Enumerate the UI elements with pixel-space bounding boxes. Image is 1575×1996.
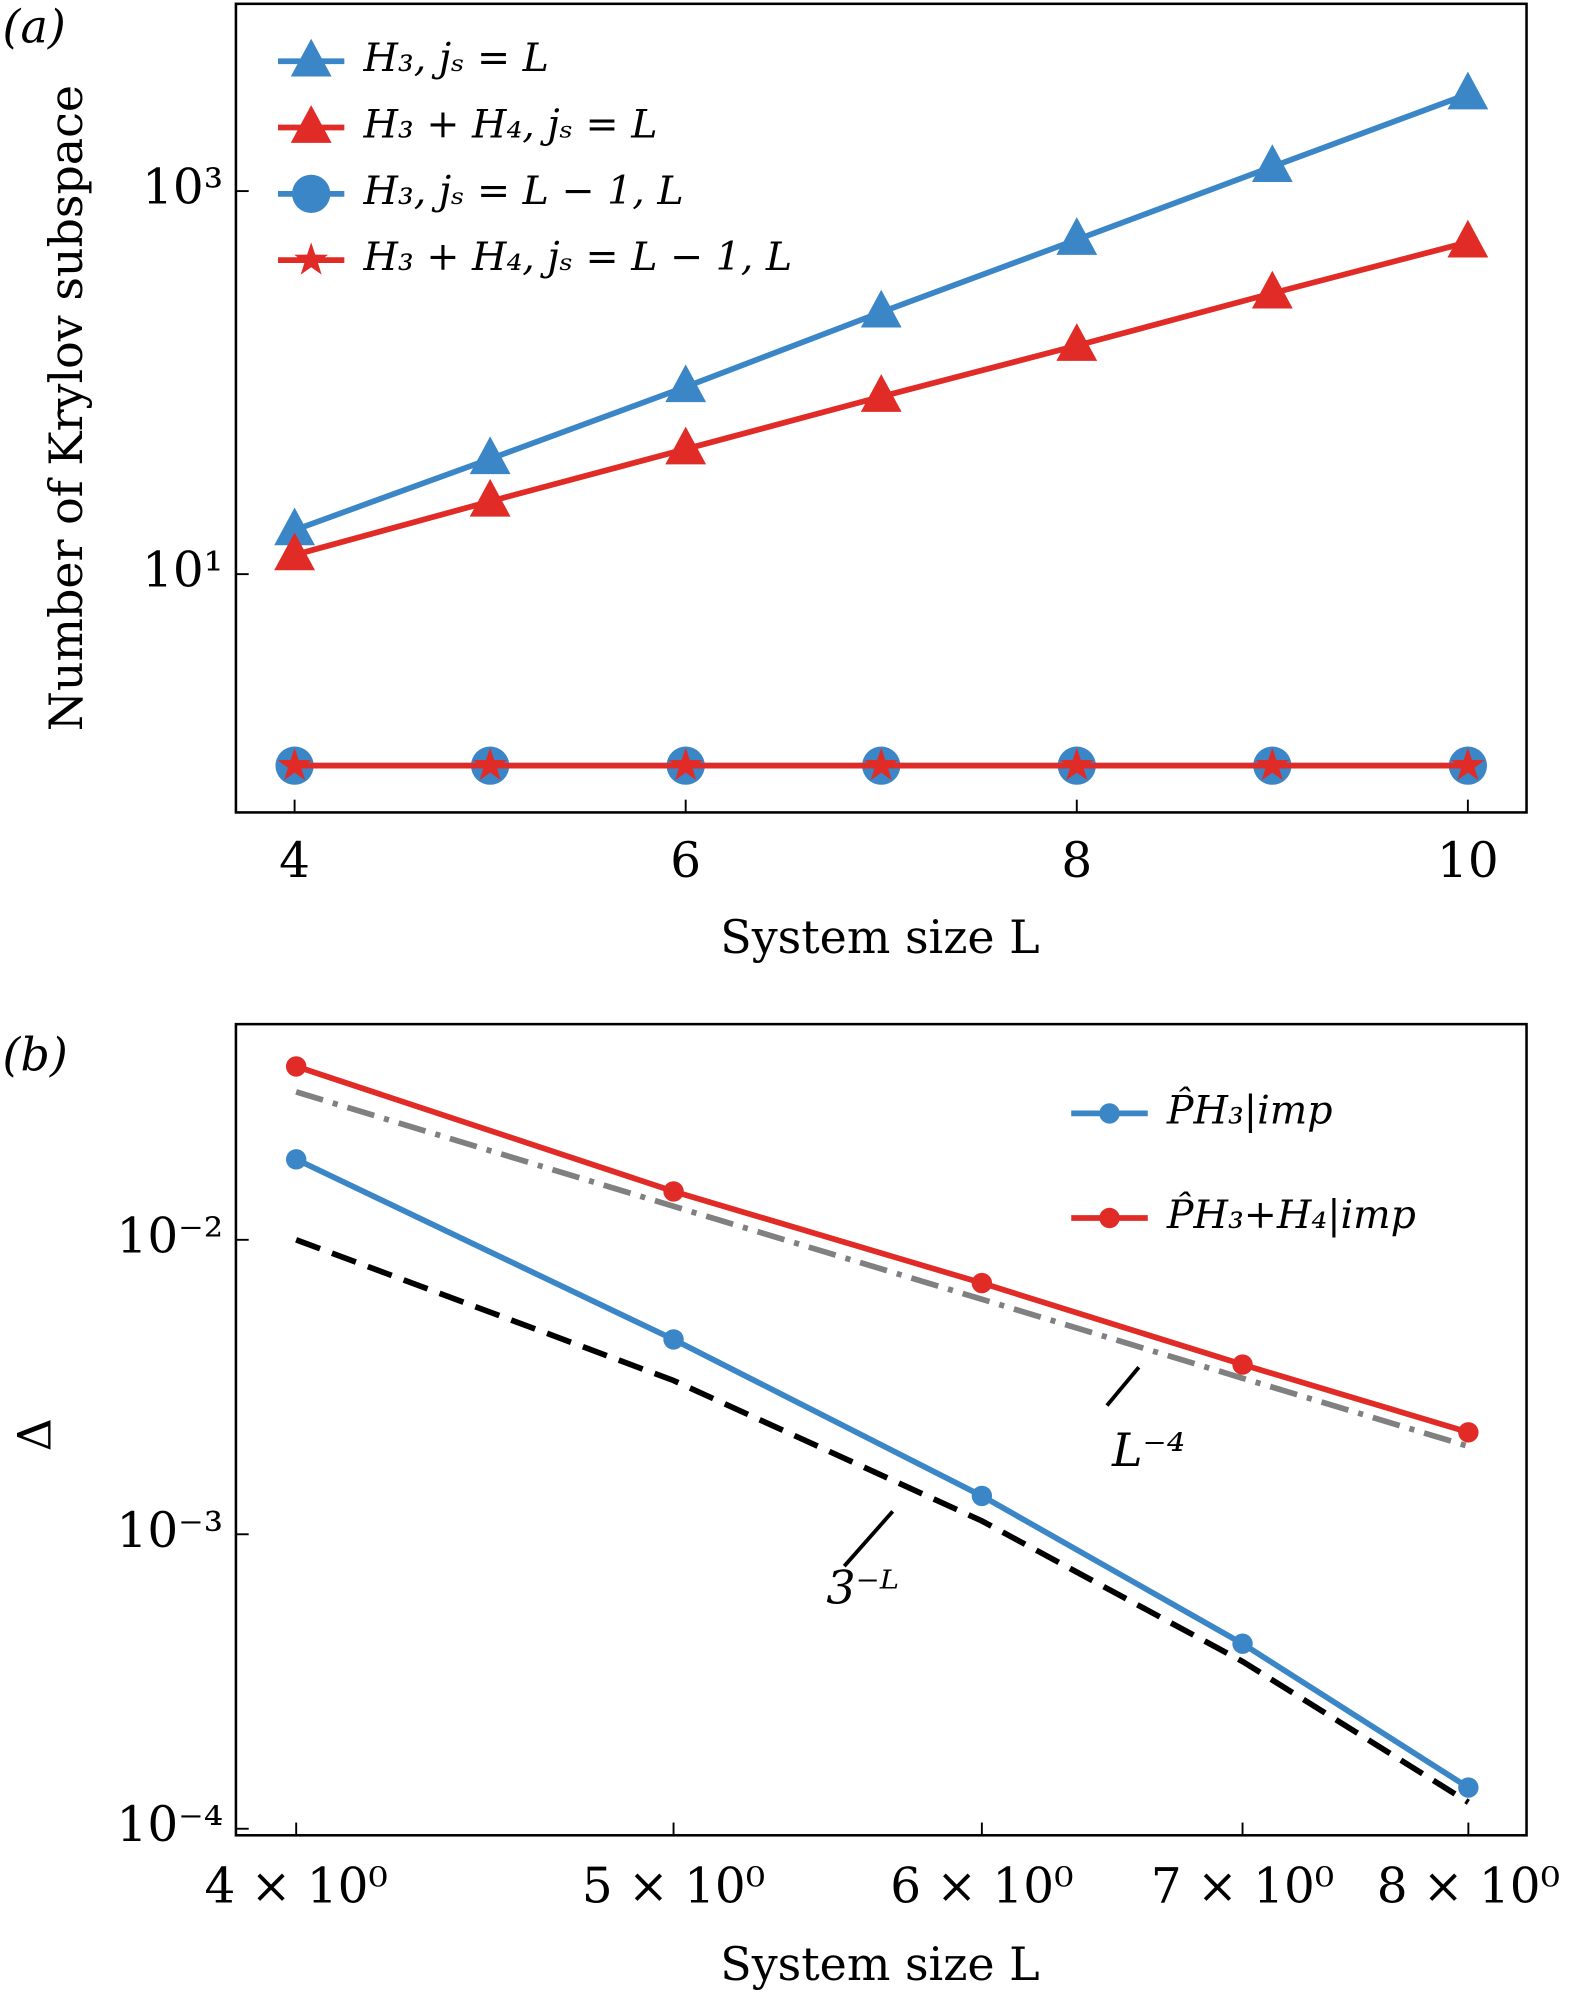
legend-label: H₃ + H₄, jₛ = L − 1, L	[362, 234, 792, 280]
marker	[1232, 1633, 1253, 1654]
marker	[1255, 747, 1290, 781]
marker	[473, 747, 508, 781]
marker	[864, 747, 899, 781]
marker	[971, 1485, 993, 1507]
guide-line	[295, 1237, 1470, 1805]
marker	[1099, 1207, 1120, 1229]
y-tick-label: 10¹	[142, 543, 223, 599]
marker	[469, 478, 511, 517]
marker	[1458, 1777, 1479, 1798]
x-tick-label: 4	[279, 833, 310, 889]
marker	[1251, 270, 1293, 309]
marker	[860, 289, 902, 328]
annotation: 3⁻ᴸ	[826, 1561, 899, 1615]
marker	[1232, 1354, 1253, 1375]
x-tick-label: 4 × 10⁰	[205, 1859, 388, 1915]
y-axis-label: Δ	[7, 1418, 61, 1451]
marker	[665, 364, 707, 403]
guide-line	[295, 1089, 1470, 1450]
axes-frame	[234, 1022, 1528, 1837]
marker	[292, 174, 331, 213]
x-tick-label: 8	[1061, 833, 1092, 889]
marker	[294, 242, 329, 275]
marker	[668, 747, 703, 781]
legend-label: H₃, jₛ = L	[362, 35, 548, 81]
marker	[1447, 71, 1489, 110]
x-axis-label: System size L	[720, 1937, 1039, 1991]
y-tick-label: 10⁻⁴	[117, 1797, 224, 1853]
axes-frame	[234, 2, 1528, 814]
marker	[290, 105, 332, 143]
marker	[469, 436, 511, 475]
marker	[1447, 219, 1489, 258]
y-tick-label: 10³	[142, 160, 223, 216]
annotation-pointer	[842, 1510, 895, 1568]
annotation: L⁻⁴	[1111, 1423, 1185, 1477]
marker	[290, 38, 332, 77]
x-tick-label: 10	[1437, 833, 1499, 889]
marker	[1450, 747, 1485, 781]
x-axis-label: System size L	[720, 910, 1039, 964]
panel-label: (b)	[3, 1028, 68, 1082]
annotation-pointer	[1105, 1366, 1141, 1407]
y-axis-label: Number of Krylov subspace	[39, 85, 93, 731]
marker	[285, 1149, 307, 1170]
marker	[274, 507, 315, 546]
x-tick-label: 5 × 10⁰	[582, 1859, 765, 1915]
marker	[277, 747, 312, 781]
marker	[860, 374, 902, 412]
marker	[971, 1272, 993, 1294]
x-tick-label: 6	[670, 833, 701, 889]
y-tick-label: 10⁻²	[117, 1208, 224, 1264]
marker	[285, 1056, 307, 1077]
marker	[1059, 747, 1094, 781]
x-tick-label: 7 × 10⁰	[1151, 1859, 1334, 1915]
legend-label: P̂H₃|imp	[1166, 1087, 1333, 1133]
marker	[1099, 1103, 1120, 1124]
legend-label: H₃ + H₄, jₛ = L	[362, 102, 657, 148]
marker	[1251, 144, 1293, 183]
marker	[1056, 323, 1098, 361]
marker	[1458, 1422, 1479, 1443]
marker	[665, 426, 707, 465]
marker	[274, 532, 315, 571]
marker	[663, 1181, 684, 1202]
panel-label: (a)	[3, 0, 66, 54]
marker	[663, 1329, 684, 1350]
x-tick-label: 6 × 10⁰	[890, 1859, 1073, 1915]
legend-label: H₃, jₛ = L − 1, L	[362, 168, 683, 214]
x-tick-label: 8 × 10⁰	[1377, 1859, 1560, 1915]
legend-label: P̂H₃+H₄|imp	[1166, 1192, 1416, 1238]
marker	[1056, 217, 1098, 255]
y-tick-label: 10⁻³	[117, 1503, 224, 1559]
